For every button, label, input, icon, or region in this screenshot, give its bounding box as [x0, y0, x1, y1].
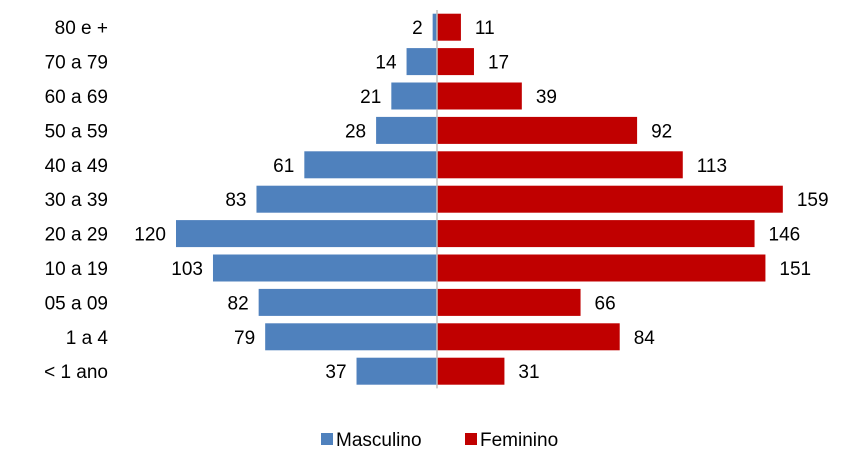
bar-masculino-80-e [432, 13, 437, 41]
value-label-masculino-80-e: 2 [412, 18, 423, 39]
bar-feminino-20-a-29 [437, 220, 755, 248]
bar-masculino-10-a-19 [212, 254, 437, 282]
value-label-masculino-50-a-59: 28 [345, 121, 366, 142]
value-label-feminino-60-a-69: 39 [536, 87, 557, 108]
bar-masculino-1-a-4 [265, 323, 437, 351]
value-label-feminino-05-a-09: 66 [595, 293, 616, 314]
category-label-30-a-39: 30 a 39 [45, 190, 108, 211]
bar-masculino-70-a-79 [406, 48, 437, 76]
value-label-feminino-1-ano: 31 [518, 362, 539, 383]
category-label-80-e: 80 e + [55, 18, 108, 39]
bar-masculino-60-a-69 [391, 82, 437, 110]
bar-masculino-05-a-09 [258, 288, 437, 316]
legend: Masculino Feminino [321, 430, 558, 451]
value-labels: 2 11 14 17 21 39 28 92 61 113 83 159 120 146 103 151 82 6… [134, 18, 828, 383]
bar-feminino-80-e [437, 13, 461, 41]
bar-feminino-60-a-69 [437, 82, 522, 110]
category-label-60-a-69: 60 a 69 [45, 87, 108, 108]
legend-label-masculino: Masculino [336, 430, 422, 451]
value-label-masculino-1-ano: 37 [325, 362, 346, 383]
bar-feminino-40-a-49 [437, 151, 683, 179]
bar-masculino-50-a-59 [376, 116, 437, 144]
category-label-05-a-09: 05 a 09 [45, 293, 108, 314]
legend-swatch-masculino [321, 433, 333, 445]
value-label-masculino-40-a-49: 61 [273, 156, 294, 177]
value-label-feminino-80-e: 11 [475, 18, 495, 39]
bar-feminino-1-ano [437, 357, 505, 385]
bar-masculino-20-a-29 [176, 220, 437, 248]
bar-feminino-30-a-39 [437, 185, 783, 213]
value-label-feminino-70-a-79: 17 [488, 53, 509, 74]
bar-feminino-50-a-59 [437, 116, 638, 144]
category-label-70-a-79: 70 a 79 [45, 53, 108, 74]
value-label-feminino-30-a-39: 159 [797, 190, 829, 211]
category-label-10-a-19: 10 a 19 [45, 259, 108, 280]
category-label-20-a-29: 20 a 29 [45, 225, 108, 246]
category-label-1-a-4: 1 a 4 [66, 328, 109, 349]
value-label-feminino-10-a-19: 151 [779, 259, 811, 280]
value-label-feminino-40-a-49: 113 [697, 156, 727, 177]
value-label-masculino-20-a-29: 120 [134, 225, 166, 246]
legend-label-feminino: Feminino [480, 430, 558, 451]
bar-masculino-1-ano [356, 357, 437, 385]
value-label-masculino-60-a-69: 21 [360, 87, 381, 108]
value-label-masculino-30-a-39: 83 [225, 190, 246, 211]
bar-feminino-1-a-4 [437, 323, 620, 351]
value-label-feminino-1-a-4: 84 [634, 328, 656, 349]
bar-feminino-10-a-19 [437, 254, 766, 282]
legend-swatch-feminino [465, 433, 477, 445]
value-label-masculino-10-a-19: 103 [171, 259, 203, 280]
category-label-40-a-49: 40 a 49 [45, 156, 108, 177]
value-label-masculino-70-a-79: 14 [375, 53, 397, 74]
value-label-masculino-05-a-09: 82 [228, 293, 249, 314]
value-label-feminino-50-a-59: 92 [651, 121, 672, 142]
bar-masculino-40-a-49 [304, 151, 437, 179]
bars [176, 13, 783, 385]
bar-masculino-30-a-39 [256, 185, 437, 213]
bar-feminino-05-a-09 [437, 288, 581, 316]
category-label-1-ano: < 1 ano [44, 362, 108, 383]
bar-feminino-70-a-79 [437, 48, 474, 76]
value-label-feminino-20-a-29: 146 [769, 225, 801, 246]
category-label-50-a-59: 50 a 59 [45, 121, 108, 142]
category-labels: 80 e + 70 a 79 60 a 69 50 a 59 40 a 49 30 a 3… [44, 18, 108, 383]
value-label-masculino-1-a-4: 79 [234, 328, 255, 349]
